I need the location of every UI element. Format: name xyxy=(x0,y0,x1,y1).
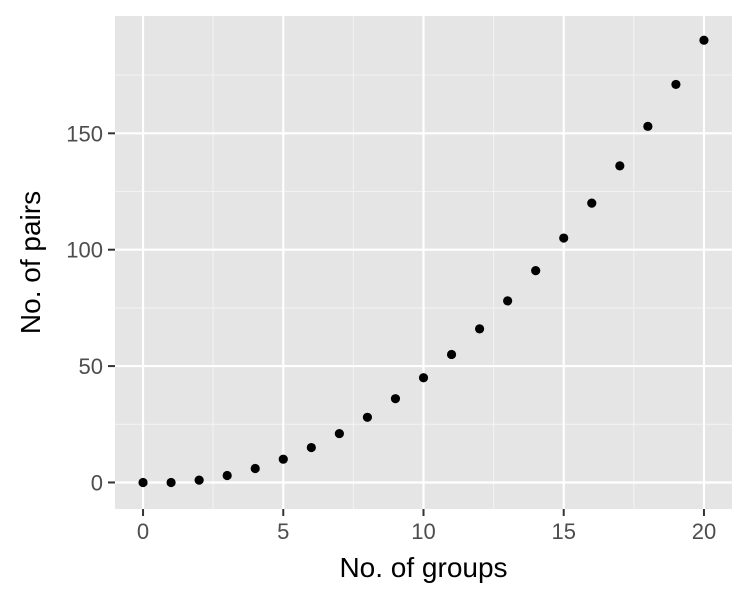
data-point xyxy=(446,349,457,360)
y-tick-label: 150 xyxy=(66,121,103,146)
data-point xyxy=(334,428,344,439)
data-point xyxy=(559,233,569,243)
data-point xyxy=(503,296,513,306)
y-tick-label: 0 xyxy=(91,470,103,495)
data-point xyxy=(194,475,204,485)
x-tick-label: 5 xyxy=(277,519,289,544)
x-tick-label: 20 xyxy=(692,519,716,544)
data-point xyxy=(474,324,485,334)
data-point xyxy=(166,477,176,488)
data-point xyxy=(418,373,429,383)
x-tick-label: 0 xyxy=(137,519,149,544)
y-axis: 0 50 100 150 xyxy=(66,121,115,495)
data-point xyxy=(278,454,288,464)
data-point xyxy=(362,412,373,422)
data-point xyxy=(615,161,625,171)
data-points xyxy=(138,35,709,488)
major-gridlines xyxy=(115,16,732,509)
data-point xyxy=(671,79,681,90)
data-point xyxy=(306,442,316,453)
data-point xyxy=(250,463,260,474)
x-tick-label: 15 xyxy=(551,519,575,544)
y-axis-title: No. of pairs xyxy=(15,191,46,334)
data-point xyxy=(138,477,148,488)
data-point xyxy=(531,266,541,276)
x-axis: 0 5 10 15 20 xyxy=(137,509,716,544)
data-point xyxy=(587,198,597,208)
y-tick-label: 50 xyxy=(79,354,103,379)
x-tick-label: 10 xyxy=(411,519,435,544)
y-tick-label: 100 xyxy=(66,238,103,263)
data-point xyxy=(643,121,653,131)
data-point xyxy=(699,35,709,45)
data-point xyxy=(222,470,232,481)
data-point xyxy=(390,394,401,404)
x-axis-title: No. of groups xyxy=(339,552,507,583)
